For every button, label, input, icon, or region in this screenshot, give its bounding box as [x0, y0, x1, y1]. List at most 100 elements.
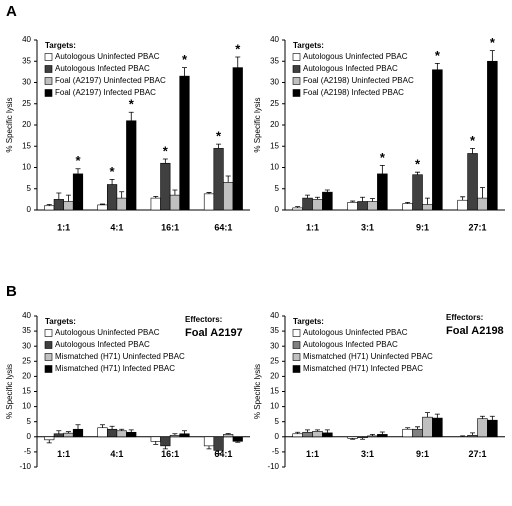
significance-marker: *	[163, 143, 169, 158]
error-bar	[295, 431, 301, 434]
error-bar	[350, 438, 356, 440]
legend-entry: Autologous Infected PBAC	[55, 64, 150, 73]
error-bar	[360, 437, 366, 440]
bar	[44, 205, 55, 211]
bar	[347, 202, 358, 211]
error-bar	[434, 413, 440, 419]
error-bar	[128, 429, 134, 433]
error-bar	[162, 158, 168, 164]
bar	[432, 417, 443, 438]
bar	[72, 428, 84, 438]
error-bar	[379, 431, 385, 435]
error-bar	[216, 143, 222, 149]
error-bar	[153, 441, 159, 445]
bar	[169, 194, 181, 211]
bar	[106, 428, 118, 438]
bar	[322, 191, 333, 211]
error-bar	[182, 430, 188, 434]
x-tick-label: 4:1	[110, 449, 123, 459]
y-tick-label: 25	[22, 356, 31, 365]
bar	[312, 199, 323, 211]
bar	[44, 436, 55, 441]
effectors-name: Foal A2197	[185, 327, 243, 339]
significance-marker: *	[216, 129, 222, 144]
bar	[487, 419, 498, 438]
bar	[63, 432, 74, 438]
error-bar	[369, 198, 375, 202]
bar	[126, 120, 137, 211]
x-tick-label: 4:1	[110, 222, 123, 232]
error-bar	[460, 435, 466, 437]
bar	[169, 434, 181, 438]
bar	[232, 436, 243, 442]
legend-entry: Autologous Infected PBAC	[303, 340, 398, 349]
significance-marker: *	[129, 97, 135, 112]
bar	[432, 69, 443, 211]
error-bar	[46, 439, 52, 444]
bar	[357, 436, 368, 439]
error-bar	[225, 433, 231, 435]
error-bar	[109, 179, 115, 185]
legend-entry: Autologous Uninfected PBAC	[303, 328, 408, 337]
error-bar	[470, 432, 476, 436]
y-tick-label: 0	[275, 205, 280, 214]
error-bar	[65, 431, 71, 434]
x-tick-label: 3:1	[361, 222, 374, 232]
error-bar	[479, 415, 485, 419]
error-bar	[470, 147, 476, 154]
x-tick-label: 27:1	[468, 222, 486, 232]
x-tick-label: 27:1	[468, 449, 486, 459]
error-bar	[206, 445, 212, 450]
error-bar	[119, 428, 125, 431]
y-tick-label: 40	[270, 35, 279, 44]
legend-entry: Foal (A2197) Infected PBAC	[55, 88, 156, 97]
error-bar	[182, 67, 188, 77]
significance-marker: *	[75, 153, 81, 168]
effectors-name: Foal A2198	[446, 325, 504, 337]
y-tick-label: 5	[27, 184, 32, 193]
significance-marker: *	[415, 157, 421, 172]
x-tick-label: 1:1	[306, 449, 319, 459]
error-bar	[56, 430, 62, 434]
error-bar	[479, 187, 485, 199]
bar	[150, 197, 161, 211]
y-axis-title: % Specific lysis	[5, 364, 14, 419]
significance-marker: *	[235, 41, 241, 56]
error-bar	[424, 197, 430, 205]
x-tick-label: 9:1	[416, 222, 429, 232]
x-tick-label: 1:1	[57, 222, 70, 232]
y-tick-label: 25	[270, 356, 279, 365]
error-bar	[489, 415, 495, 421]
legend-swatch	[44, 65, 53, 73]
y-tick-label: 10	[270, 163, 279, 172]
legend-swatch	[44, 77, 53, 85]
bar	[477, 418, 488, 438]
bar	[97, 427, 108, 438]
y-tick-label: 20	[22, 372, 31, 381]
legend-entry: Mismatched (H71) Uninfected PBAC	[55, 352, 185, 361]
error-bar	[206, 192, 212, 194]
y-tick-label: 35	[270, 326, 279, 335]
y-tick-label: 15	[22, 141, 31, 150]
x-tick-label: 64:1	[214, 449, 232, 459]
bar	[213, 148, 224, 211]
error-bar	[75, 168, 81, 174]
bar	[467, 434, 478, 438]
bar	[477, 197, 488, 211]
error-bar	[305, 194, 311, 199]
legend-entry: Foal (A2198) Infected PBAC	[303, 88, 404, 97]
y-tick-label: 30	[270, 341, 279, 350]
bar	[467, 153, 478, 211]
bar	[367, 435, 378, 438]
bar	[412, 174, 423, 211]
bar	[422, 416, 433, 438]
legend-title: Targets:	[293, 41, 324, 50]
legend-swatch	[44, 329, 53, 337]
legend-swatch	[44, 353, 53, 361]
legend-title: Targets:	[45, 41, 76, 50]
bar	[302, 197, 313, 211]
y-tick-label: 30	[22, 341, 31, 350]
y-tick-label: 35	[22, 326, 31, 335]
significance-marker: *	[380, 150, 386, 165]
y-tick-label: -10	[19, 462, 31, 471]
